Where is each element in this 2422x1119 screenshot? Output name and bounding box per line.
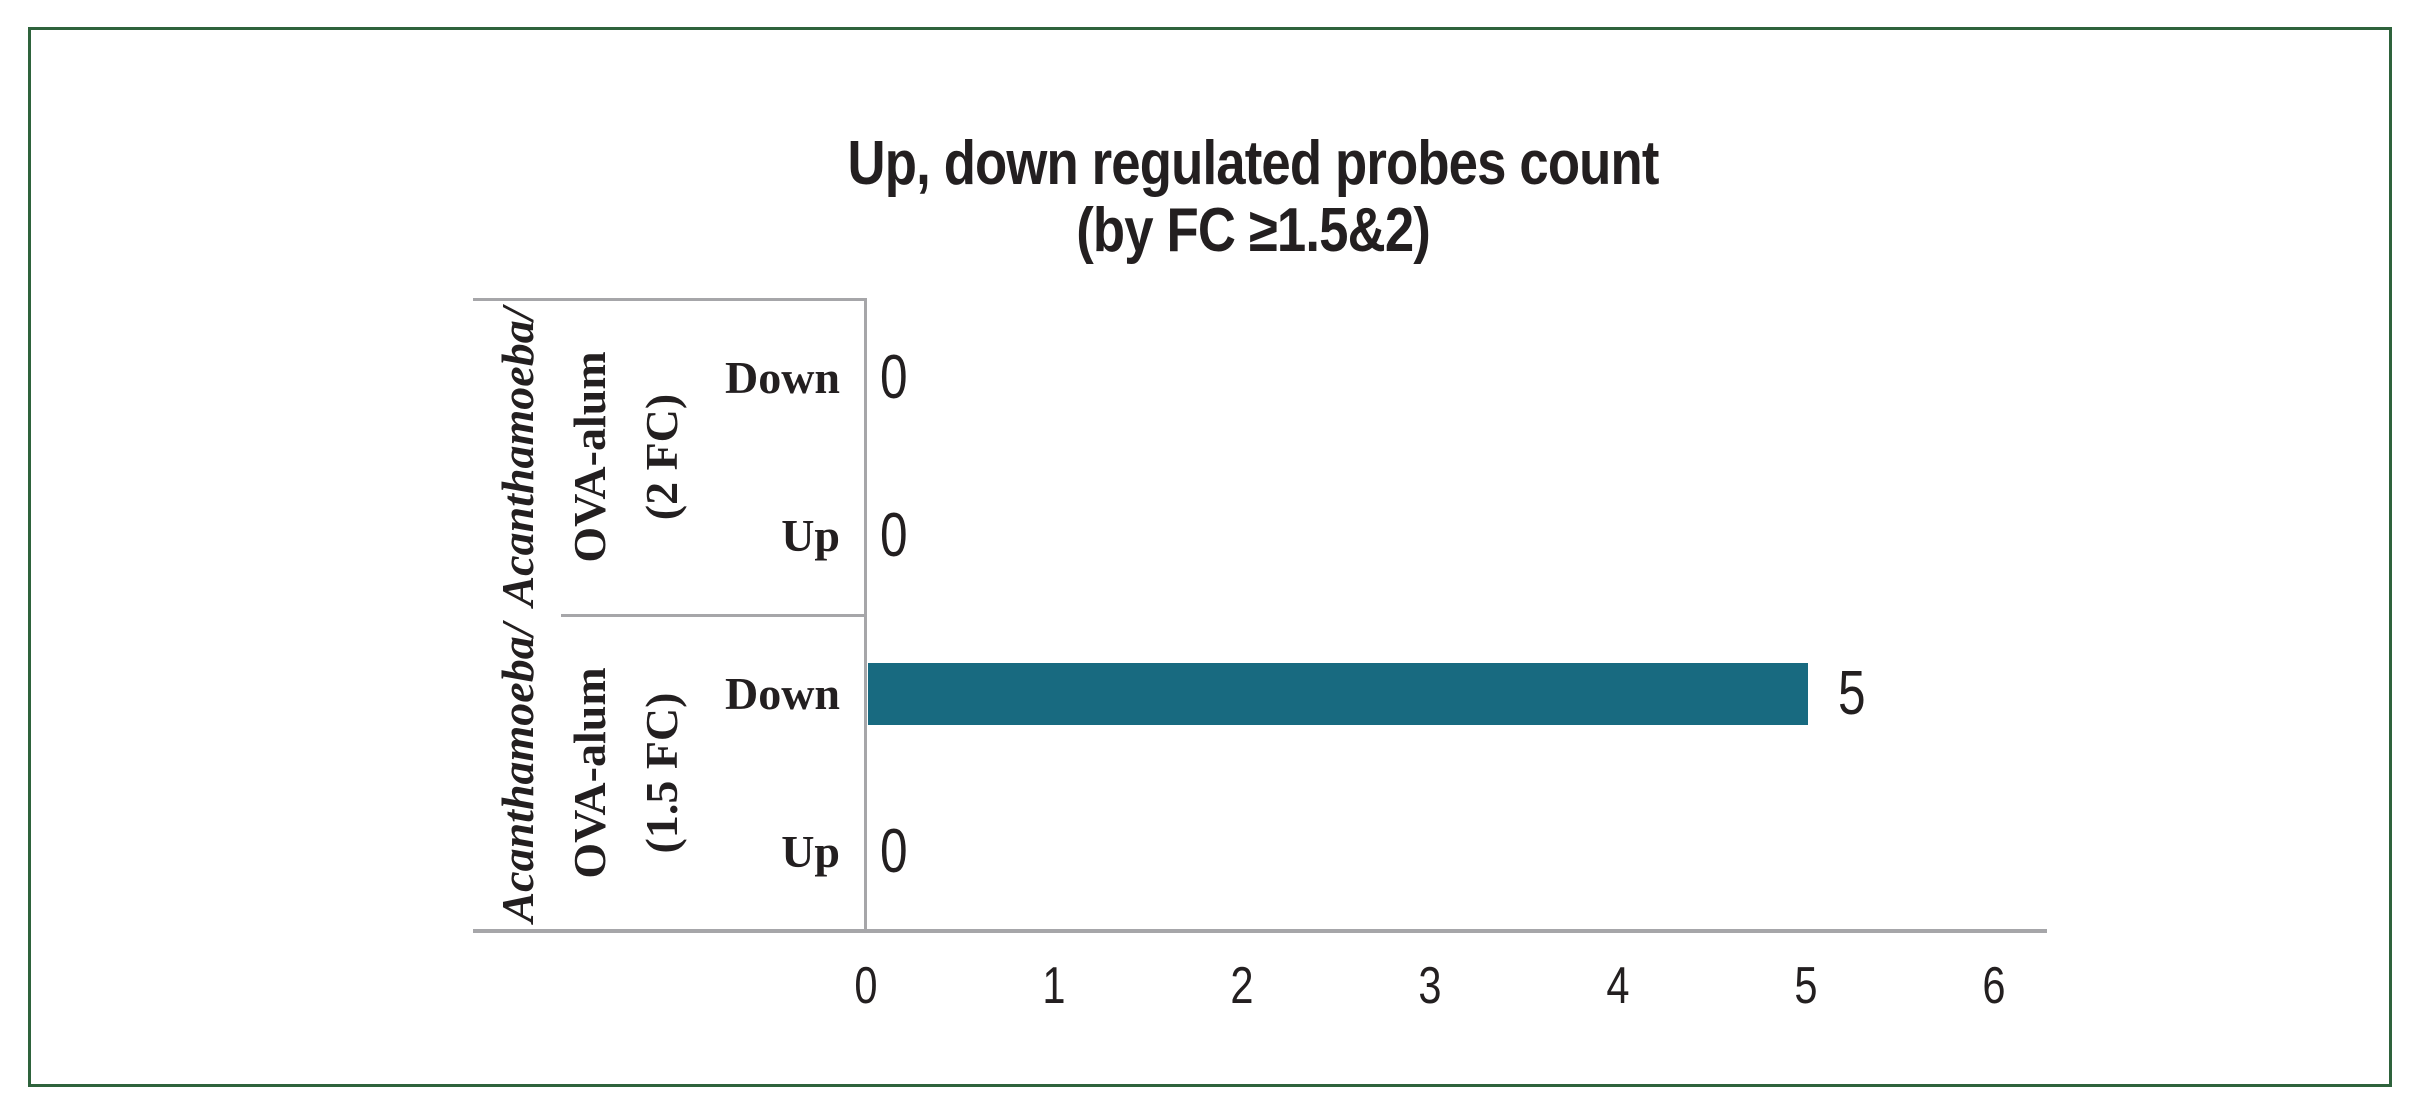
x-tick-label: 5 — [1794, 957, 1818, 1015]
y-axis-line — [864, 298, 867, 932]
x-tick-label: 4 — [1606, 957, 1630, 1015]
category-label: Up — [781, 826, 840, 877]
chart-title-line1: Up, down regulated probes count — [847, 129, 1659, 198]
chart-title-line2: (by FC ≥1.5&2) — [1076, 196, 1431, 265]
value-label: 0 — [880, 501, 908, 570]
group-label: Acanthamoeba/OVA-alum (2 FC) — [452, 299, 692, 615]
group-label-species: Acanthamoeba/ — [492, 623, 543, 923]
value-label: 5 — [1838, 659, 1866, 728]
x-tick-label: 0 — [854, 957, 878, 1015]
data-bar — [868, 663, 1808, 725]
value-label: 0 — [880, 817, 908, 886]
chart-frame-border — [28, 27, 2392, 1087]
group-separator-line — [561, 614, 866, 617]
category-label: Down — [724, 668, 840, 719]
x-axis-line — [473, 929, 2047, 933]
group-label: Acanthamoeba/OVA-alum (1.5 FC) — [452, 615, 692, 931]
x-tick-label: 1 — [1042, 957, 1066, 1015]
group-label-line: (2 FC) — [636, 393, 687, 521]
chart-title: Up, down regulated probes count (by FC ≥… — [553, 130, 1953, 264]
group-label-line: OVA-alum — [564, 667, 615, 879]
group-label-line: (1.5 FC) — [636, 692, 687, 854]
group-label-line: OVA-alum — [564, 351, 615, 563]
value-label: 0 — [880, 343, 908, 412]
category-label: Up — [781, 510, 840, 561]
group-label-species: Acanthamoeba/ — [492, 307, 543, 607]
category-label: Down — [724, 352, 840, 403]
category-top-border-line — [473, 298, 866, 301]
x-tick-label: 3 — [1418, 957, 1442, 1015]
x-tick-label: 6 — [1982, 957, 2006, 1015]
x-tick-label: 2 — [1230, 957, 1254, 1015]
